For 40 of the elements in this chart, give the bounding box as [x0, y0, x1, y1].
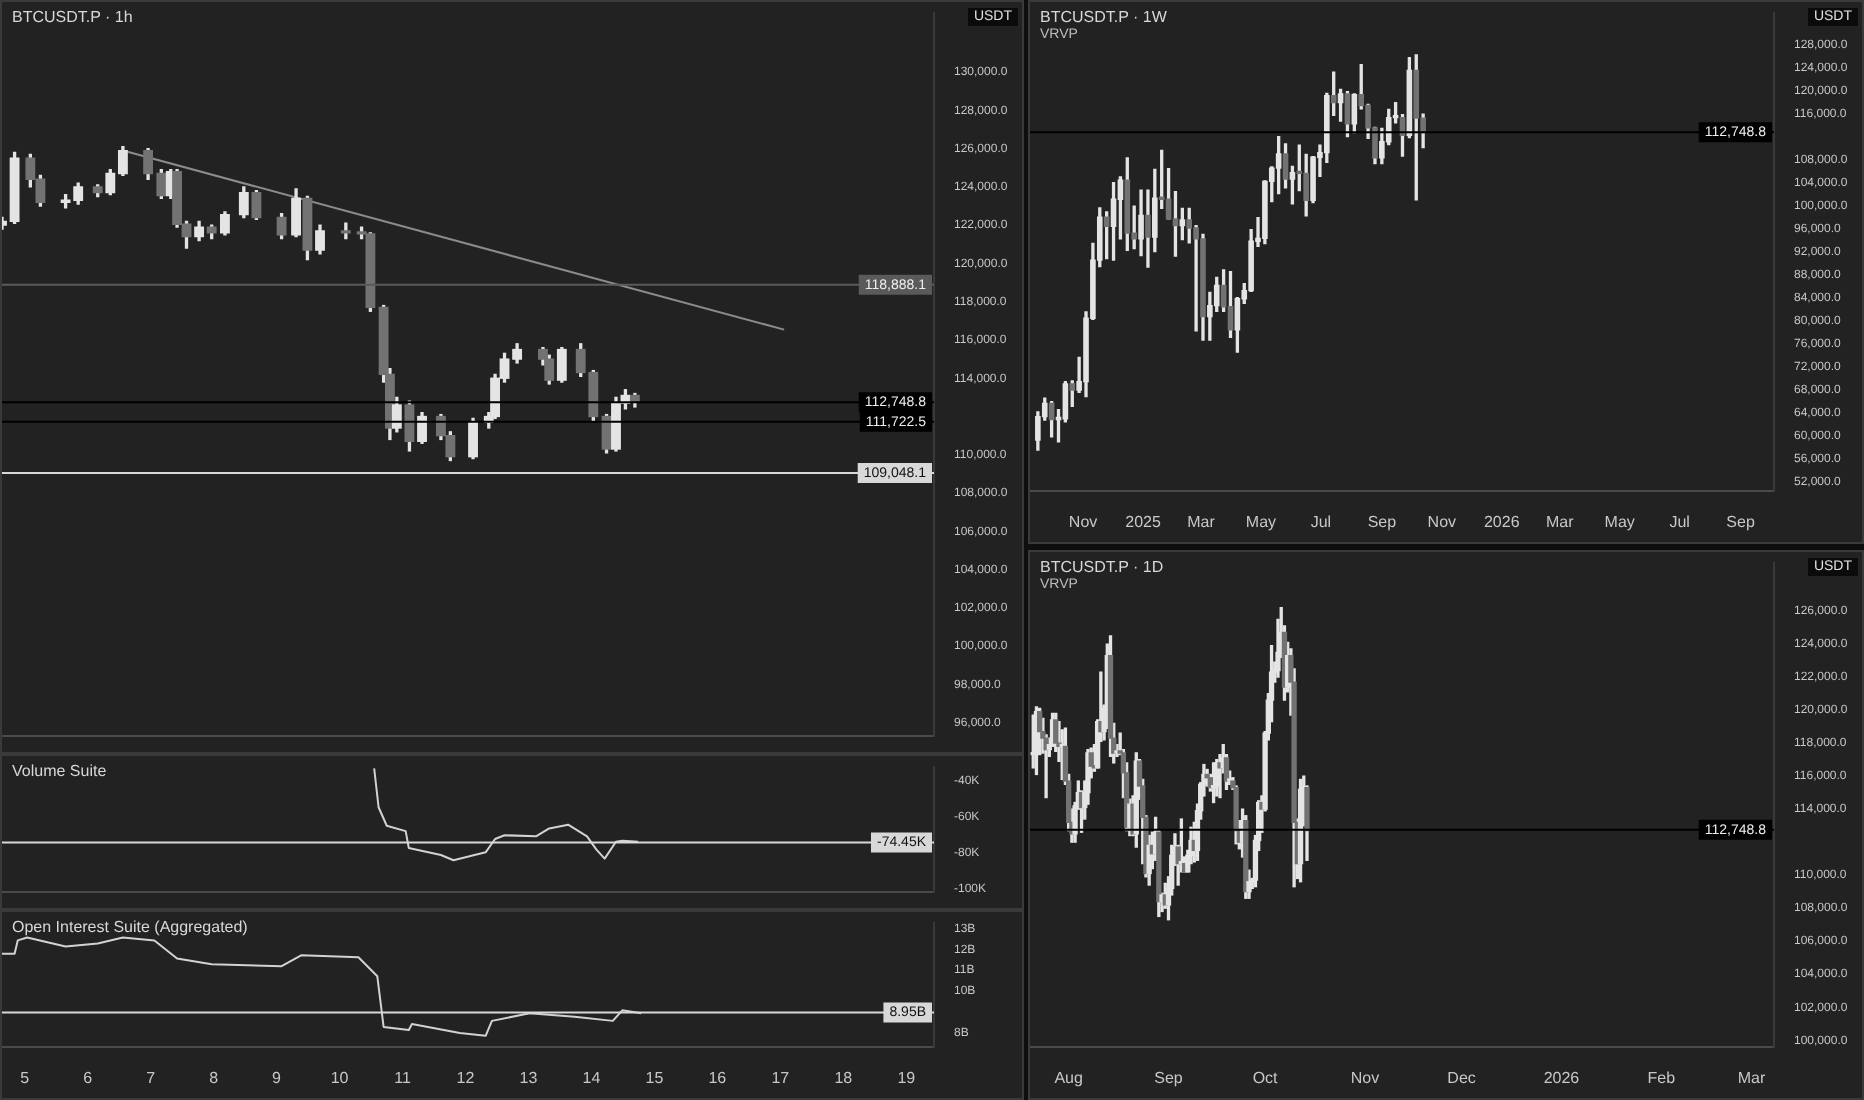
- x-tick-label: Mar: [1187, 512, 1216, 531]
- x-tick-label: 11: [394, 1068, 412, 1087]
- x-tick-label: 10: [330, 1068, 350, 1087]
- x-tick-label: Dec: [1447, 1068, 1476, 1087]
- x-tick-label: 13: [519, 1068, 539, 1087]
- chart-title: Volume Suite: [12, 762, 107, 780]
- x-tick-label: 17: [771, 1068, 791, 1087]
- x-tick-label: Jul: [1669, 512, 1691, 531]
- x-tick-label: Mar: [1545, 512, 1575, 531]
- chart-title: BTCUSDT.P · 1W: [1040, 8, 1167, 26]
- x-tick-label: 14: [582, 1068, 602, 1087]
- x-tick-label: Nov: [1068, 512, 1098, 531]
- x-tick-label: Feb: [1647, 1068, 1677, 1087]
- x-tick-label: 5: [20, 1068, 31, 1087]
- x-tick-label: Nov: [1350, 1068, 1380, 1087]
- x-tick-label: 9: [272, 1068, 283, 1087]
- x-tick-label: 18: [834, 1068, 854, 1087]
- x-tick-label: 19: [897, 1068, 917, 1087]
- x-tick-label: Jul: [1310, 512, 1332, 531]
- x-tick-label: 15: [645, 1068, 665, 1087]
- x-tick-label: 16: [708, 1068, 728, 1087]
- x-tick-label: Aug: [1054, 1068, 1083, 1087]
- x-tick-label: May: [1245, 512, 1277, 531]
- x-tick-label: 2026: [1543, 1068, 1581, 1087]
- x-tick-label: 12: [456, 1068, 476, 1087]
- x-tick-label: 2026: [1483, 512, 1521, 531]
- x-tick-label: 8: [209, 1068, 220, 1087]
- x-tick-label: Sep: [1154, 1068, 1184, 1087]
- chart-title: BTCUSDT.P · 1h: [12, 8, 133, 26]
- x-tick-label: 2025: [1125, 512, 1162, 531]
- chart-title: BTCUSDT.P · 1D: [1040, 558, 1164, 576]
- x-tick-label: 6: [83, 1068, 94, 1087]
- x-tick-label: Sep: [1367, 512, 1398, 531]
- x-tick-label: May: [1604, 512, 1635, 531]
- chart-title: Open Interest Suite (Aggregated): [12, 918, 248, 936]
- x-tick-label: Nov: [1427, 512, 1457, 531]
- x-tick-label: Sep: [1726, 512, 1756, 531]
- x-tick-label: Mar: [1737, 1068, 1766, 1087]
- x-tick-label: 7: [146, 1068, 157, 1087]
- x-tick-label: Oct: [1252, 1068, 1280, 1087]
